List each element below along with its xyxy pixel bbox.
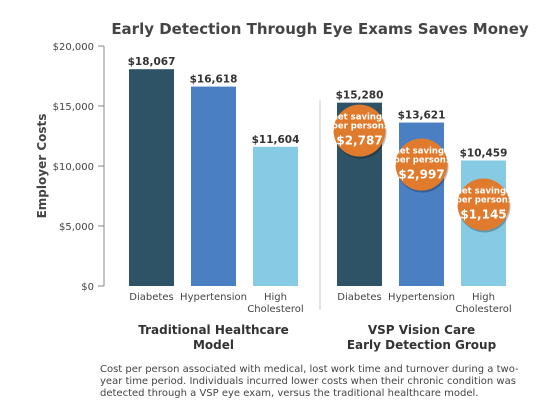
y-tick-label: $15,000	[53, 102, 94, 113]
bar-value-label: $11,604	[252, 134, 300, 146]
chart-title: Early Detection Through Eye Exams Saves …	[111, 20, 529, 38]
badge-label: net savings	[456, 186, 511, 196]
badge-label: per person:	[456, 195, 511, 205]
bar	[129, 69, 174, 286]
group-label: Traditional Healthcare	[138, 323, 289, 337]
badge-amount: $1,145	[460, 207, 506, 221]
category-label: Diabetes	[337, 292, 381, 303]
category-label: Hypertension	[180, 292, 247, 303]
y-tick-label: $10,000	[53, 162, 94, 173]
badge-circle	[457, 178, 510, 231]
footnote: Cost per person associated with medical,…	[100, 364, 519, 399]
category-label: Cholesterol	[455, 304, 511, 315]
category-label: High	[472, 292, 495, 303]
badge-label: net savings	[394, 147, 449, 157]
badge-label: per person:	[394, 156, 449, 166]
bar-value-label: $15,280	[336, 90, 384, 102]
y-axis-ticks: $0 $5,000 $10,000 $15,000 $20,000	[53, 42, 105, 293]
category-label: Hypertension	[388, 292, 455, 303]
bar-value-label: $16,618	[190, 74, 238, 86]
category-label: Cholesterol	[247, 304, 303, 315]
bar	[253, 146, 298, 286]
bar-value-label: $10,459	[460, 147, 508, 159]
bars: $18,067 Diabetes $16,618 Hypertension $11,60…	[128, 56, 512, 352]
badge-label: net savings	[332, 113, 387, 123]
y-tick-label: $5,000	[59, 222, 94, 233]
bar-value-label: $13,621	[398, 110, 446, 122]
y-tick-label: $0	[81, 282, 94, 293]
badge-circle	[395, 138, 448, 191]
group-label: Model	[193, 338, 234, 352]
bar-value-label: $18,067	[128, 56, 176, 68]
group-label: VSP Vision Care	[368, 323, 475, 337]
group-label: Early Detection Group	[347, 338, 497, 352]
y-tick-label: $20,000	[53, 42, 94, 53]
badge-label: per person:	[332, 122, 387, 132]
category-label: Diabetes	[129, 292, 173, 303]
badge-circle	[333, 104, 386, 157]
category-label: High	[264, 292, 287, 303]
badge-amount: $2,997	[398, 168, 444, 182]
bar	[191, 86, 236, 286]
y-axis-label: Employer Costs	[35, 114, 49, 219]
badge-amount: $2,787	[336, 134, 382, 148]
